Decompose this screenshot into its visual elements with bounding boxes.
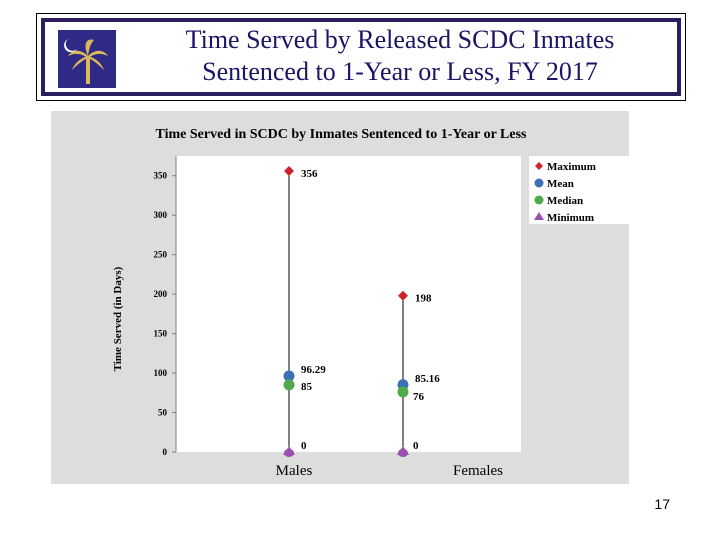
minimum-data-label: 0	[413, 440, 419, 452]
title-frame	[36, 13, 686, 101]
maximum-data-label: 198	[415, 293, 432, 305]
legend-label-median: Median	[547, 195, 583, 207]
y-tick-label: 200	[154, 289, 168, 299]
legend-marker-minimum	[534, 212, 544, 220]
south-carolina-flag-logo	[58, 30, 116, 88]
minimum-point-males-body	[284, 449, 294, 457]
chart-svg: Time Served in SCDC by Inmates Sentenced…	[112, 127, 629, 479]
page-number: 17	[654, 496, 670, 512]
legend-label-minimum: Minimum	[547, 212, 594, 224]
legend-box	[529, 156, 629, 224]
median-point-females	[397, 386, 409, 398]
y-tick-label: 50	[158, 408, 168, 418]
y-tick-label: 250	[154, 250, 168, 260]
title-border	[41, 18, 681, 96]
y-axis-label: Time Served (in Days)	[112, 266, 124, 371]
slide-title-line-2: Sentenced to 1-Year or Less, FY 2017	[202, 57, 598, 86]
palmetto-moon-icon	[64, 39, 108, 84]
y-tick-label: 350	[154, 171, 168, 181]
y-tick-label: 150	[154, 329, 168, 339]
maximum-data-label: 356	[301, 168, 318, 180]
mean-data-label: 96.29	[301, 364, 326, 376]
legend-marker-mean	[534, 178, 544, 188]
minimum-point-females-body	[398, 449, 408, 457]
maximum-point-females	[398, 290, 408, 301]
y-tick-label: 100	[154, 368, 168, 378]
median-data-label: 76	[413, 391, 425, 403]
x-category-label: Females	[453, 463, 503, 479]
plot-area	[176, 156, 521, 452]
median-point-males	[283, 379, 295, 391]
maximum-point-males	[284, 165, 294, 176]
slide-title-line-1: Time Served by Released SCDC Inmates	[185, 25, 615, 54]
legend-marker-median	[534, 195, 544, 205]
legend-marker-maximum	[535, 162, 543, 170]
slide-title: Time Served by Released SCDC Inmates Sen…	[130, 24, 670, 88]
median-data-label: 85	[301, 381, 313, 393]
chart-panel: Time Served in SCDC by Inmates Sentenced…	[51, 111, 629, 484]
minimum-data-label: 0	[301, 440, 307, 452]
y-tick-label: 0	[163, 447, 168, 457]
legend-label-maximum: Maximum	[547, 161, 596, 173]
x-category-label: Males	[276, 463, 313, 479]
mean-data-label: 85.16	[415, 373, 440, 385]
legend-label-mean: Mean	[547, 178, 574, 190]
mean-point-males	[283, 370, 295, 382]
chart-title: Time Served in SCDC by Inmates Sentenced…	[156, 127, 528, 142]
y-tick-label: 300	[154, 210, 168, 220]
